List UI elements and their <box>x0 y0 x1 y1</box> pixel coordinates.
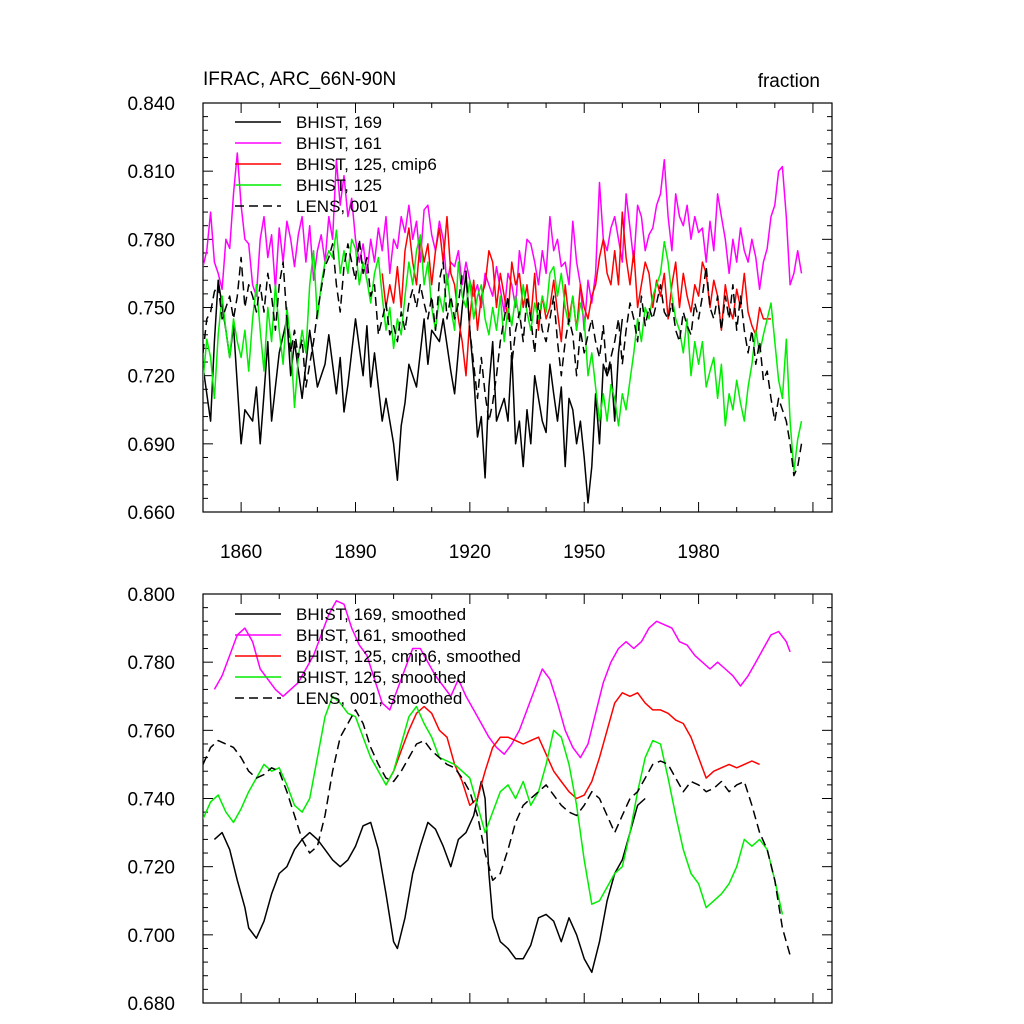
series-group <box>203 152 803 504</box>
chart-panel-1: 0.660 0.690 0.720 0.750 0.780 0.810 0.840 1860 1… <box>127 69 833 563</box>
y-tick-label: 0.720 <box>127 858 175 879</box>
series-line-3 <box>385 692 760 807</box>
x-tick-label: 1950 <box>563 542 605 563</box>
y-tick-label: 0.780 <box>127 230 175 251</box>
x-tick-label: 1920 <box>449 542 491 563</box>
units-label: fraction <box>758 71 820 92</box>
y-tick-label: 0.750 <box>127 299 175 320</box>
y-tick-label: 0.660 <box>127 503 175 524</box>
legend-label-5: LENS, 001 <box>296 197 378 216</box>
y-tick-label: 0.810 <box>127 162 175 183</box>
series-line-5 <box>203 709 791 956</box>
y-tick-label: 0.690 <box>127 435 175 456</box>
legend-label-1: BHIST, 169, smoothed <box>296 605 466 624</box>
legend-label-5: LENS, 001, smoothed <box>296 689 462 708</box>
y-tick-label: 0.700 <box>127 926 175 947</box>
legend-label-2: BHIST, 161 <box>296 134 382 153</box>
series-line-1 <box>213 780 646 974</box>
legend-label-3: BHIST, 125, cmip6 <box>296 155 437 174</box>
y-tick-label: 0.840 <box>127 94 175 115</box>
series-line-4 <box>203 695 784 915</box>
y-tick-label: 0.780 <box>127 653 175 674</box>
y-tick-label: 0.720 <box>127 367 175 388</box>
series-line-1 <box>203 272 624 504</box>
chart-panel-2: 0.680 0.700 0.720 0.740 0.760 0.780 0.800 BHIST… <box>127 585 833 1015</box>
series-group <box>203 600 791 974</box>
series-line-2 <box>213 600 791 759</box>
legend-label-3: BHIST, 125, cmip6, smoothed <box>296 647 521 666</box>
y-tick-label: 0.740 <box>127 790 175 811</box>
legend-label-4: BHIST, 125 <box>296 176 382 195</box>
y-tick-label: 0.800 <box>127 585 175 606</box>
x-tick-label: 1980 <box>677 542 719 563</box>
series-line-4 <box>203 229 803 472</box>
x-tick-label: 1860 <box>220 542 262 563</box>
series-line-5 <box>203 238 803 477</box>
series-line-2 <box>203 152 803 331</box>
y-tick-label: 0.760 <box>127 721 175 742</box>
y-tick-label: 0.680 <box>127 994 175 1015</box>
x-tick-label: 1890 <box>334 542 376 563</box>
legend-label-1: BHIST, 169 <box>296 113 382 132</box>
chart-title: IFRAC, ARC_66N-90N <box>203 69 396 90</box>
legend-label-4: BHIST, 125, smoothed <box>296 668 466 687</box>
legend-label-2: BHIST, 161, smoothed <box>296 626 466 645</box>
